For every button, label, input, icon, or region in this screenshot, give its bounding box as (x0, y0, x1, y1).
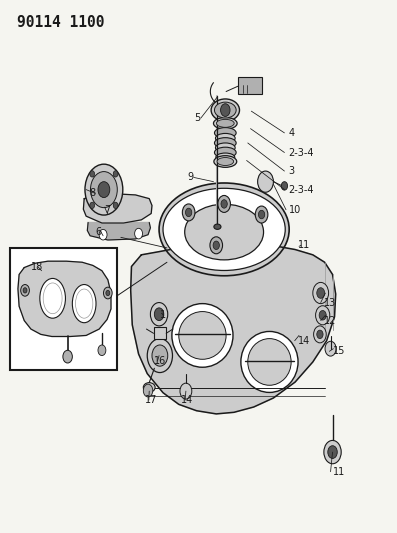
Circle shape (213, 241, 220, 249)
Ellipse shape (211, 99, 239, 121)
Circle shape (150, 303, 168, 326)
Ellipse shape (216, 143, 235, 152)
Text: 3: 3 (288, 166, 295, 176)
Bar (154, 327, 166, 338)
Circle shape (317, 330, 323, 338)
Ellipse shape (40, 278, 66, 318)
Text: 10: 10 (289, 205, 301, 215)
Circle shape (328, 446, 337, 458)
Circle shape (113, 171, 118, 177)
Circle shape (99, 229, 107, 240)
Ellipse shape (214, 224, 221, 229)
Circle shape (90, 202, 94, 208)
Circle shape (281, 182, 287, 190)
Circle shape (91, 172, 117, 208)
Ellipse shape (72, 285, 96, 322)
Ellipse shape (159, 183, 289, 276)
Circle shape (90, 171, 94, 177)
Circle shape (63, 350, 72, 363)
Polygon shape (18, 261, 111, 336)
Ellipse shape (248, 338, 291, 385)
Circle shape (210, 237, 223, 254)
Text: 18: 18 (31, 262, 43, 271)
Circle shape (143, 384, 153, 397)
Circle shape (104, 287, 112, 299)
Ellipse shape (143, 383, 155, 392)
Circle shape (319, 311, 326, 320)
Circle shape (180, 383, 192, 399)
Text: 13: 13 (324, 297, 336, 308)
Circle shape (98, 182, 110, 198)
Polygon shape (131, 245, 336, 414)
Text: 1: 1 (160, 310, 166, 320)
Text: 11: 11 (333, 467, 345, 477)
Ellipse shape (214, 102, 236, 118)
Text: 2-3-4: 2-3-4 (288, 184, 314, 195)
Text: 17: 17 (145, 395, 157, 405)
Ellipse shape (214, 117, 237, 129)
Text: 11: 11 (298, 240, 310, 251)
Text: 4: 4 (288, 128, 295, 138)
Text: 15: 15 (333, 346, 345, 357)
Text: 14: 14 (181, 395, 193, 405)
Ellipse shape (214, 156, 237, 167)
Polygon shape (83, 194, 152, 223)
Ellipse shape (216, 133, 235, 143)
Text: 8: 8 (89, 188, 95, 198)
Bar (238, 77, 262, 94)
Ellipse shape (163, 188, 285, 270)
Circle shape (313, 282, 329, 304)
Bar (10, 248, 117, 370)
Polygon shape (87, 222, 150, 240)
Circle shape (21, 285, 29, 296)
Circle shape (98, 345, 106, 356)
Ellipse shape (216, 119, 234, 127)
Text: 12: 12 (324, 316, 336, 326)
Circle shape (258, 171, 274, 192)
Circle shape (185, 208, 192, 216)
Circle shape (316, 306, 330, 325)
Circle shape (258, 211, 265, 219)
Circle shape (113, 202, 118, 208)
Circle shape (182, 204, 195, 221)
Ellipse shape (214, 147, 236, 158)
Circle shape (147, 338, 172, 373)
Text: 9: 9 (187, 172, 194, 182)
Circle shape (221, 200, 227, 208)
Circle shape (324, 440, 341, 464)
Circle shape (23, 288, 27, 293)
Circle shape (106, 290, 110, 296)
Circle shape (255, 206, 268, 223)
Ellipse shape (179, 312, 226, 359)
Ellipse shape (172, 304, 233, 367)
Ellipse shape (241, 332, 298, 392)
Text: 5: 5 (194, 113, 200, 123)
Circle shape (218, 196, 230, 213)
Circle shape (317, 288, 325, 298)
Circle shape (154, 308, 164, 320)
Circle shape (325, 341, 336, 356)
Circle shape (135, 228, 143, 239)
Text: 90114 1100: 90114 1100 (17, 14, 105, 30)
Circle shape (221, 104, 230, 116)
Text: 14: 14 (298, 336, 310, 346)
Circle shape (85, 164, 123, 215)
Text: 7: 7 (105, 205, 111, 215)
Circle shape (152, 345, 168, 366)
Ellipse shape (185, 204, 264, 260)
Circle shape (314, 326, 326, 343)
Ellipse shape (214, 138, 236, 148)
Ellipse shape (214, 127, 236, 138)
Ellipse shape (217, 158, 233, 165)
Text: 6: 6 (95, 227, 101, 237)
Ellipse shape (216, 153, 235, 161)
Text: 2-3-4: 2-3-4 (288, 148, 314, 158)
Text: 16: 16 (154, 356, 166, 366)
